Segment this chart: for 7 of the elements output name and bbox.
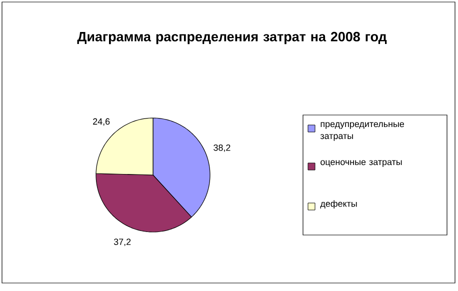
- legend-label: дефекты: [320, 200, 357, 209]
- data-label: 38,2: [214, 144, 230, 152]
- chart-title: Диаграмма распределения затрат на 2008 год: [77, 32, 387, 44]
- data-label: 24,6: [93, 118, 110, 126]
- legend-label: оценочные затраты: [320, 160, 402, 167]
- legend-label: предупредительные затраты: [320, 122, 404, 141]
- data-label: 37,2: [114, 238, 131, 246]
